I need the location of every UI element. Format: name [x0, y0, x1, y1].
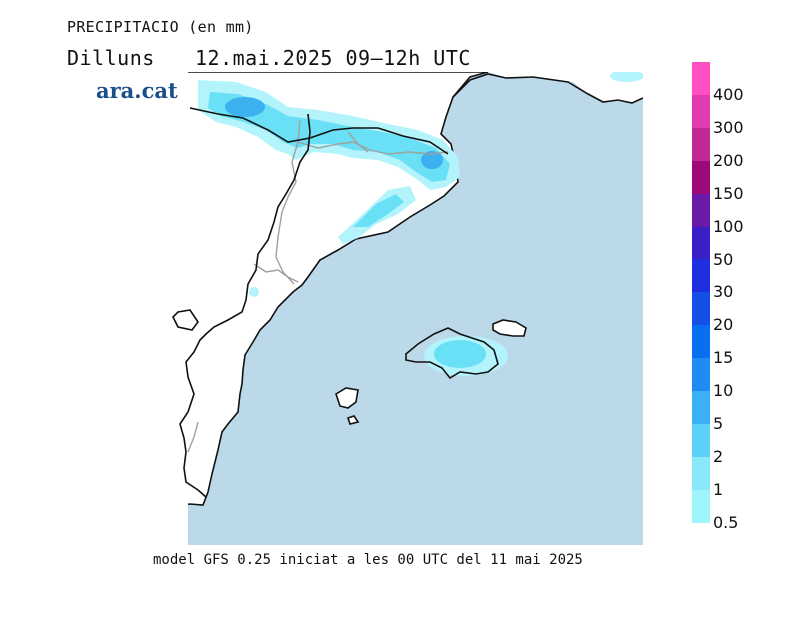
legend-label: 10: [713, 381, 734, 401]
legend-swatch: [692, 456, 710, 490]
menorca-island: [492, 319, 527, 337]
legend-label: 50: [713, 249, 734, 269]
north-coast: [452, 73, 643, 104]
legend-label: 300: [713, 117, 744, 137]
legend-label: 5: [713, 414, 724, 433]
north-land: [488, 72, 643, 102]
admin-borders: [187, 119, 449, 453]
forecast-time: Dilluns 12.mai.2025 09—12h UTC: [67, 46, 471, 70]
legend-swatch: [692, 160, 710, 194]
legend-label: 100: [713, 216, 744, 236]
legend-label: 20: [713, 315, 734, 335]
legend-label: 0.5: [713, 512, 739, 532]
legend-swatch: [692, 193, 710, 227]
model-note: model GFS 0.25 iniciat a les 00 UTC del …: [153, 552, 583, 568]
legend-swatch: [692, 489, 710, 523]
legend-label: 1: [713, 479, 724, 499]
ibiza-island: [335, 387, 359, 409]
mallorca-island: [405, 327, 499, 380]
forecast-datetime: 12.mai.2025 09—12h UTC: [195, 46, 471, 70]
legend-swatch: [692, 127, 710, 161]
legend-swatch: [692, 292, 710, 326]
mainland-land: [148, 72, 489, 532]
legend-swatch: [692, 325, 710, 359]
precipitation-field: [198, 72, 643, 376]
legend-label: 2: [713, 446, 724, 466]
legend-swatch: [692, 391, 710, 424]
precipitation-map: [148, 72, 643, 545]
legend-label: 200: [713, 150, 744, 170]
balearic-islands: [335, 319, 527, 425]
legend-swatch: [692, 358, 710, 392]
coastline-detail: [172, 107, 449, 498]
legend-label: 15: [713, 348, 734, 368]
legend-label: 30: [713, 282, 734, 302]
legend-swatch: [692, 226, 710, 260]
forecast-day: Dilluns: [67, 46, 155, 70]
map-title: PRECIPITACIO (en mm): [67, 18, 254, 36]
legend-label: 150: [713, 183, 744, 203]
formentera-island: [346, 415, 360, 425]
legend-swatch: [692, 62, 710, 95]
legend-swatch: [692, 423, 710, 457]
legend-swatch: [692, 259, 710, 293]
ara-cat-logo: ara.cat: [96, 78, 178, 103]
west-land-edge: [148, 72, 188, 545]
legend-swatch: [692, 94, 710, 128]
legend-label: 400: [713, 85, 744, 104]
